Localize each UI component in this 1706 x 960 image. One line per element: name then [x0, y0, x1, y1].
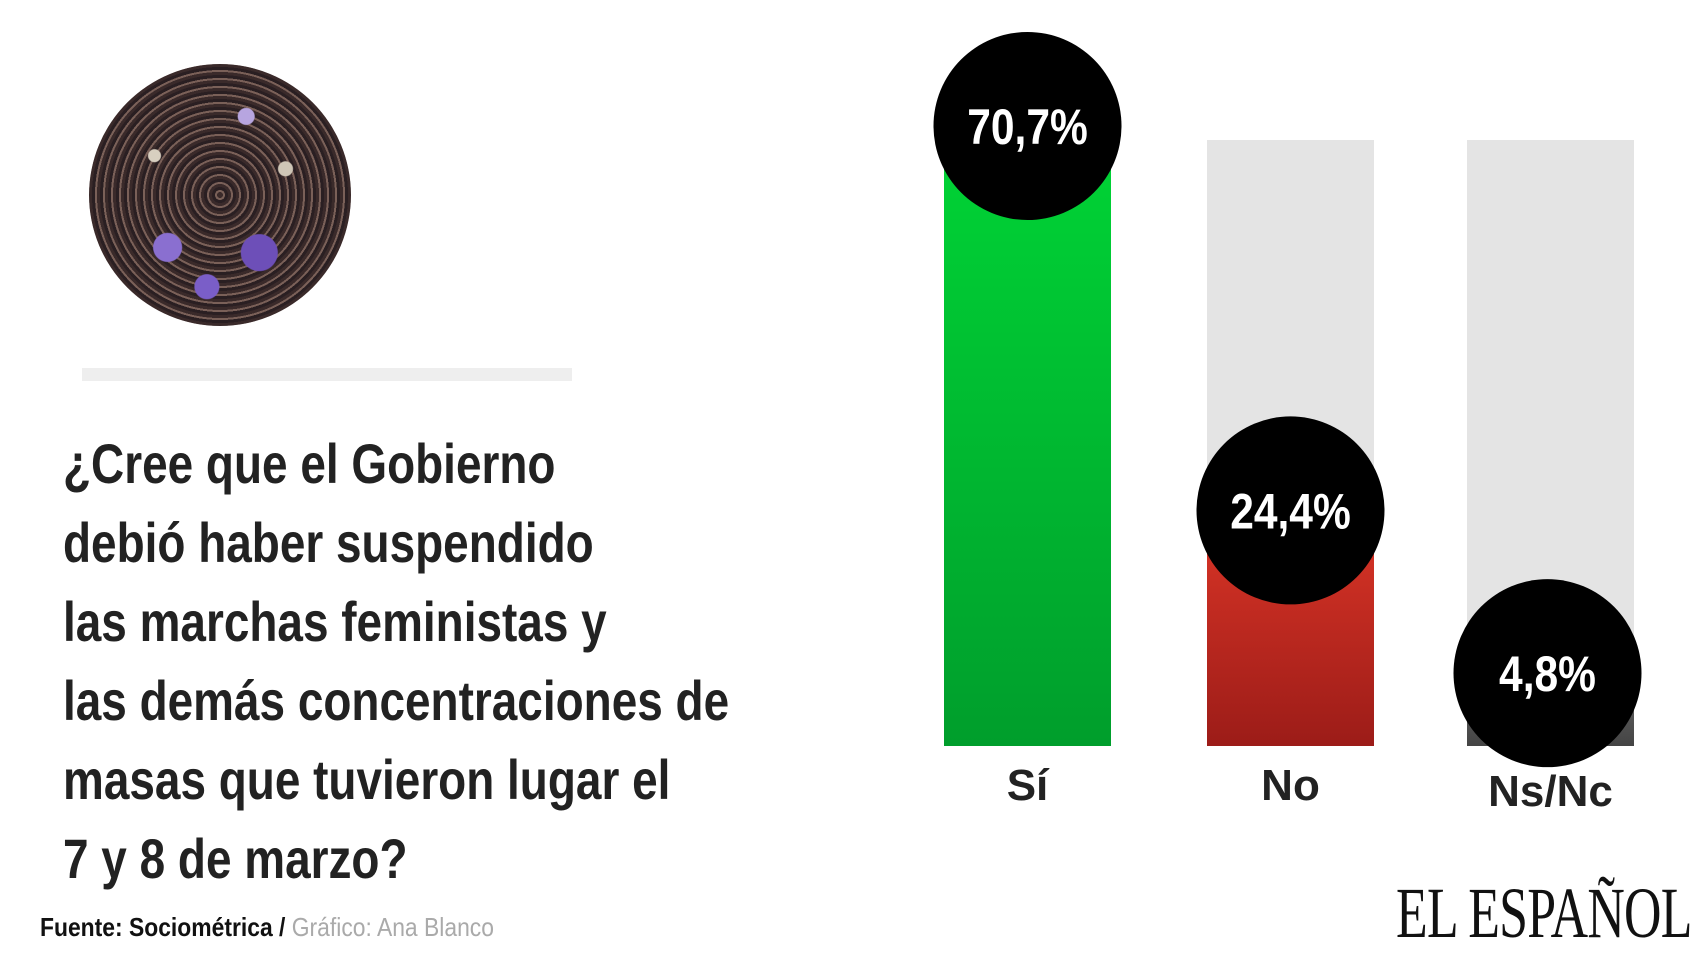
question-title: ¿Cree que el Gobierno debió haber suspen… — [63, 424, 883, 898]
value-bubble — [1453, 579, 1642, 768]
title-line: ¿Cree que el Gobierno — [63, 432, 556, 495]
divider — [82, 368, 572, 381]
value-bubble — [933, 32, 1122, 220]
value-label: 70,7% — [967, 99, 1087, 155]
credit: Gráfico: Ana Blanco — [291, 912, 494, 942]
category-label: No — [1261, 761, 1320, 810]
title-line: las marchas feministas y — [63, 590, 607, 653]
el-espanol-logo: EL ESPAÑOL — [1396, 873, 1692, 953]
title-line: 7 y 8 de marzo? — [63, 827, 408, 890]
value-label: 4,8% — [1499, 646, 1596, 702]
value-bubble — [1196, 416, 1385, 605]
title-line: las demás concentraciones de — [63, 669, 730, 732]
category-label: Ns/Nc — [1488, 767, 1613, 816]
category-label: Sí — [1007, 761, 1050, 810]
source: Fuente: Sociométrica — [40, 912, 273, 942]
footer: Fuente: Sociométrica / Gráfico: Ana Blan… — [40, 912, 494, 943]
separator: / — [272, 912, 292, 942]
title-line: debió haber suspendido — [63, 511, 594, 574]
protest-photo — [89, 64, 351, 326]
bar-0 — [944, 159, 1111, 746]
value-label: 24,4% — [1230, 483, 1350, 539]
title-line: masas que tuvieron lugar el — [63, 748, 671, 811]
